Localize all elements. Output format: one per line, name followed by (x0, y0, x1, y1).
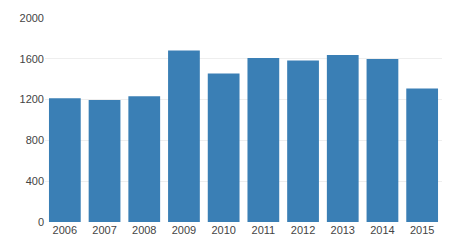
svg-text:0: 0 (38, 216, 44, 228)
svg-text:2007: 2007 (92, 224, 116, 236)
svg-text:2009: 2009 (172, 224, 196, 236)
svg-text:2015: 2015 (410, 224, 434, 236)
svg-text:2006: 2006 (53, 224, 77, 236)
svg-text:2011: 2011 (252, 224, 276, 236)
svg-text:2012: 2012 (291, 224, 315, 236)
svg-text:2000: 2000 (20, 12, 44, 24)
svg-text:400: 400 (26, 175, 44, 187)
svg-text:2008: 2008 (132, 224, 156, 236)
svg-text:2010: 2010 (211, 224, 235, 236)
svg-text:1200: 1200 (20, 93, 44, 105)
svg-text:2014: 2014 (370, 224, 394, 236)
svg-text:1600: 1600 (20, 53, 44, 65)
svg-text:800: 800 (26, 134, 44, 146)
svg-text:2013: 2013 (331, 224, 355, 236)
